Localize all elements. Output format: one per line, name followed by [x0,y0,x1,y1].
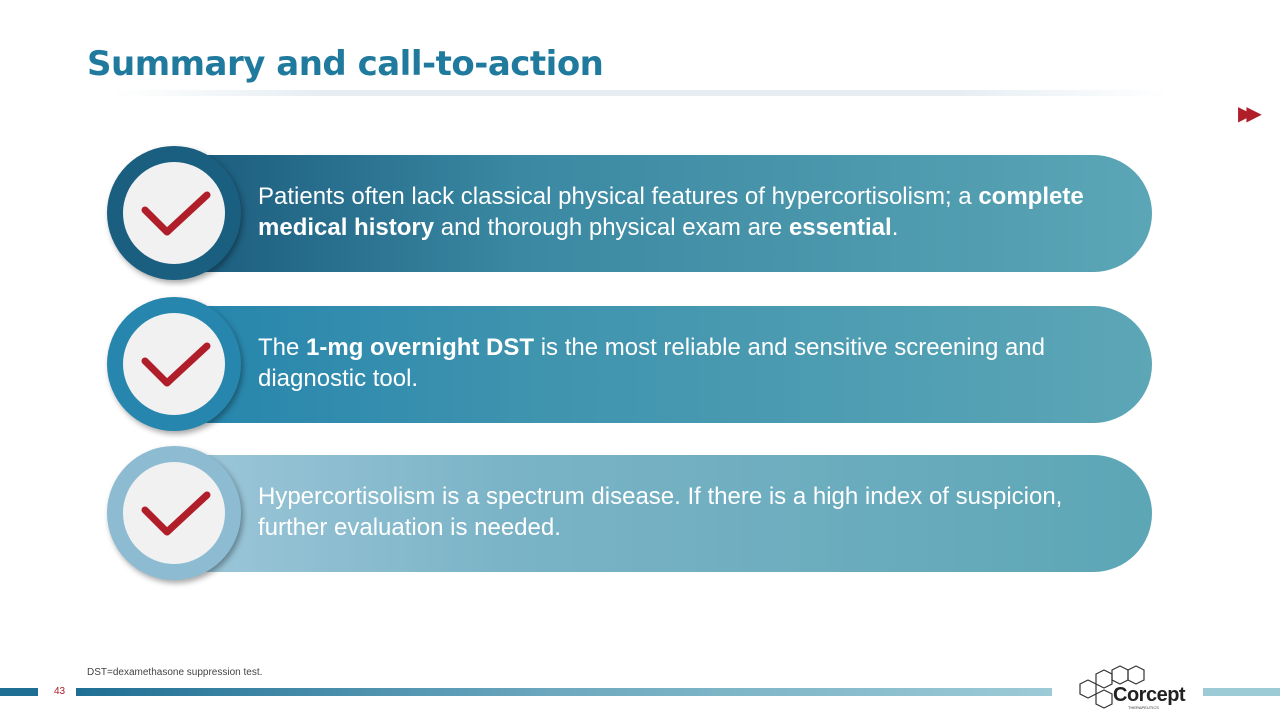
text-segment: Hypercortisolism is a spectrum disease. … [258,483,1063,541]
text-segment: is the most reliable and sensitive scree… [258,334,1045,392]
bold-text: 1-mg overnight DST [306,334,535,361]
bold-text: complete medical history [258,183,1084,241]
footer-bar [76,688,1052,696]
checkmark-icon [141,491,211,536]
logo-name: Corcept [1113,684,1186,706]
check-badge [107,446,241,580]
text-segment: . [891,214,899,241]
title-divider [110,90,1170,96]
double-chevron-right-icon[interactable]: ▶▶ [1238,103,1262,125]
page-number: 43 [54,686,66,697]
text-segment: The [258,334,307,361]
checkmark-icon [141,342,211,387]
logo-subtitle: THERAPEUTICS [1128,705,1159,710]
summary-item-1: Patients often lack classical physical f… [175,155,1152,272]
summary-text: Patients often lack classical physical f… [258,181,1088,243]
corcept-logo-icon [1079,665,1145,709]
check-badge [107,297,241,431]
summary-text: The 1-mg overnight DST is the most relia… [258,332,1088,394]
text-segment: Patients often lack classical physical f… [258,183,979,210]
footnote: DST=dexamethasone suppression test. [87,667,263,678]
checkmark-icon [141,191,211,236]
check-badge [107,146,241,280]
summary-text: Hypercortisolism is a spectrum disease. … [258,481,1088,543]
summary-item-3: Hypercortisolism is a spectrum disease. … [175,455,1152,572]
text-segment: and thorough physical exam are [434,214,789,241]
bold-text: essential [788,214,892,241]
footer-bar-right [1203,688,1280,696]
footer-bar-left [0,688,38,696]
summary-item-2: The 1-mg overnight DST is the most relia… [175,306,1152,423]
page-title: Summary and call-to-action [87,44,604,84]
